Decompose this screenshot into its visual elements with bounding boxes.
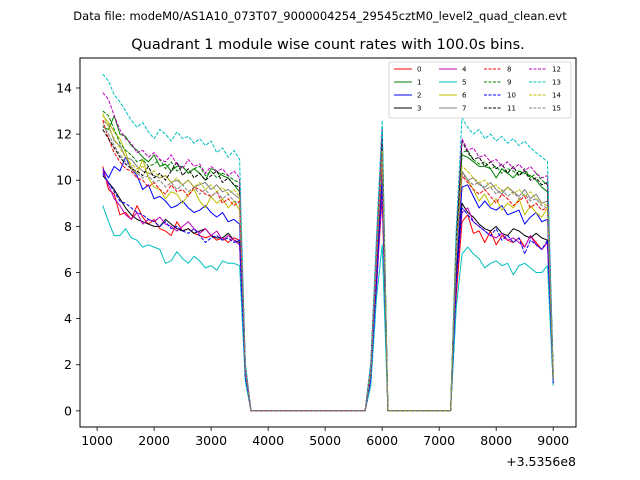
legend-label-9: 9 xyxy=(507,79,511,87)
series-line-14 xyxy=(102,113,554,412)
x-tick-label: 3000 xyxy=(195,433,227,448)
legend-label-10: 10 xyxy=(507,92,516,100)
y-tick-label: 10 xyxy=(56,173,72,188)
legend-label-2: 2 xyxy=(417,92,421,100)
legend-label-13: 13 xyxy=(552,79,561,87)
legend-label-14: 14 xyxy=(552,92,561,100)
series-line-13 xyxy=(102,73,554,412)
legend-label-11: 11 xyxy=(507,105,516,113)
x-tick-label: 8000 xyxy=(480,433,512,448)
y-tick-label: 12 xyxy=(56,127,72,142)
legend-label-7: 7 xyxy=(462,105,466,113)
x-tick-label: 5000 xyxy=(309,433,341,448)
legend-label-5: 5 xyxy=(462,79,466,87)
legend-box xyxy=(388,61,572,119)
legend-label-8: 8 xyxy=(507,66,511,74)
y-tick-label: 2 xyxy=(64,357,72,372)
legend-label-4: 4 xyxy=(462,66,467,74)
legend-label-0: 0 xyxy=(417,66,421,74)
y-tick-label: 4 xyxy=(64,311,72,326)
series-line-15 xyxy=(102,124,554,412)
x-tick-label: 9000 xyxy=(537,433,569,448)
y-axis: 0 2 4 6 8 10 12 14 xyxy=(56,80,80,418)
x-tick-label: 1000 xyxy=(81,433,113,448)
y-tick-label: 0 xyxy=(64,403,72,418)
axes-frame xyxy=(79,57,577,428)
legend-label-3: 3 xyxy=(417,105,421,113)
chart-title: Quadrant 1 module wise count rates with … xyxy=(131,37,525,53)
y-tick-label: 6 xyxy=(64,265,72,280)
y-tick-label: 8 xyxy=(64,219,72,234)
x-tick-label: 4000 xyxy=(252,433,284,448)
legend-label-12: 12 xyxy=(552,66,561,74)
x-axis: 1000 2000 3000 4000 5000 6000 7000 8000 9000 xyxy=(81,427,569,448)
legend-label-6: 6 xyxy=(462,92,467,100)
x-tick-label: 6000 xyxy=(366,433,398,448)
x-offset-label: +3.5356e8 xyxy=(506,454,576,469)
x-tick-label: 7000 xyxy=(423,433,455,448)
legend-label-15: 15 xyxy=(552,105,561,113)
y-tick-label: 14 xyxy=(56,80,72,95)
x-tick-label: 2000 xyxy=(138,433,170,448)
chart-suptitle: Data file: modeM0/AS1A10_073T07_90000042… xyxy=(73,9,567,23)
legend-label-1: 1 xyxy=(417,79,421,87)
series-lines xyxy=(102,73,554,412)
plot-area xyxy=(79,57,577,428)
